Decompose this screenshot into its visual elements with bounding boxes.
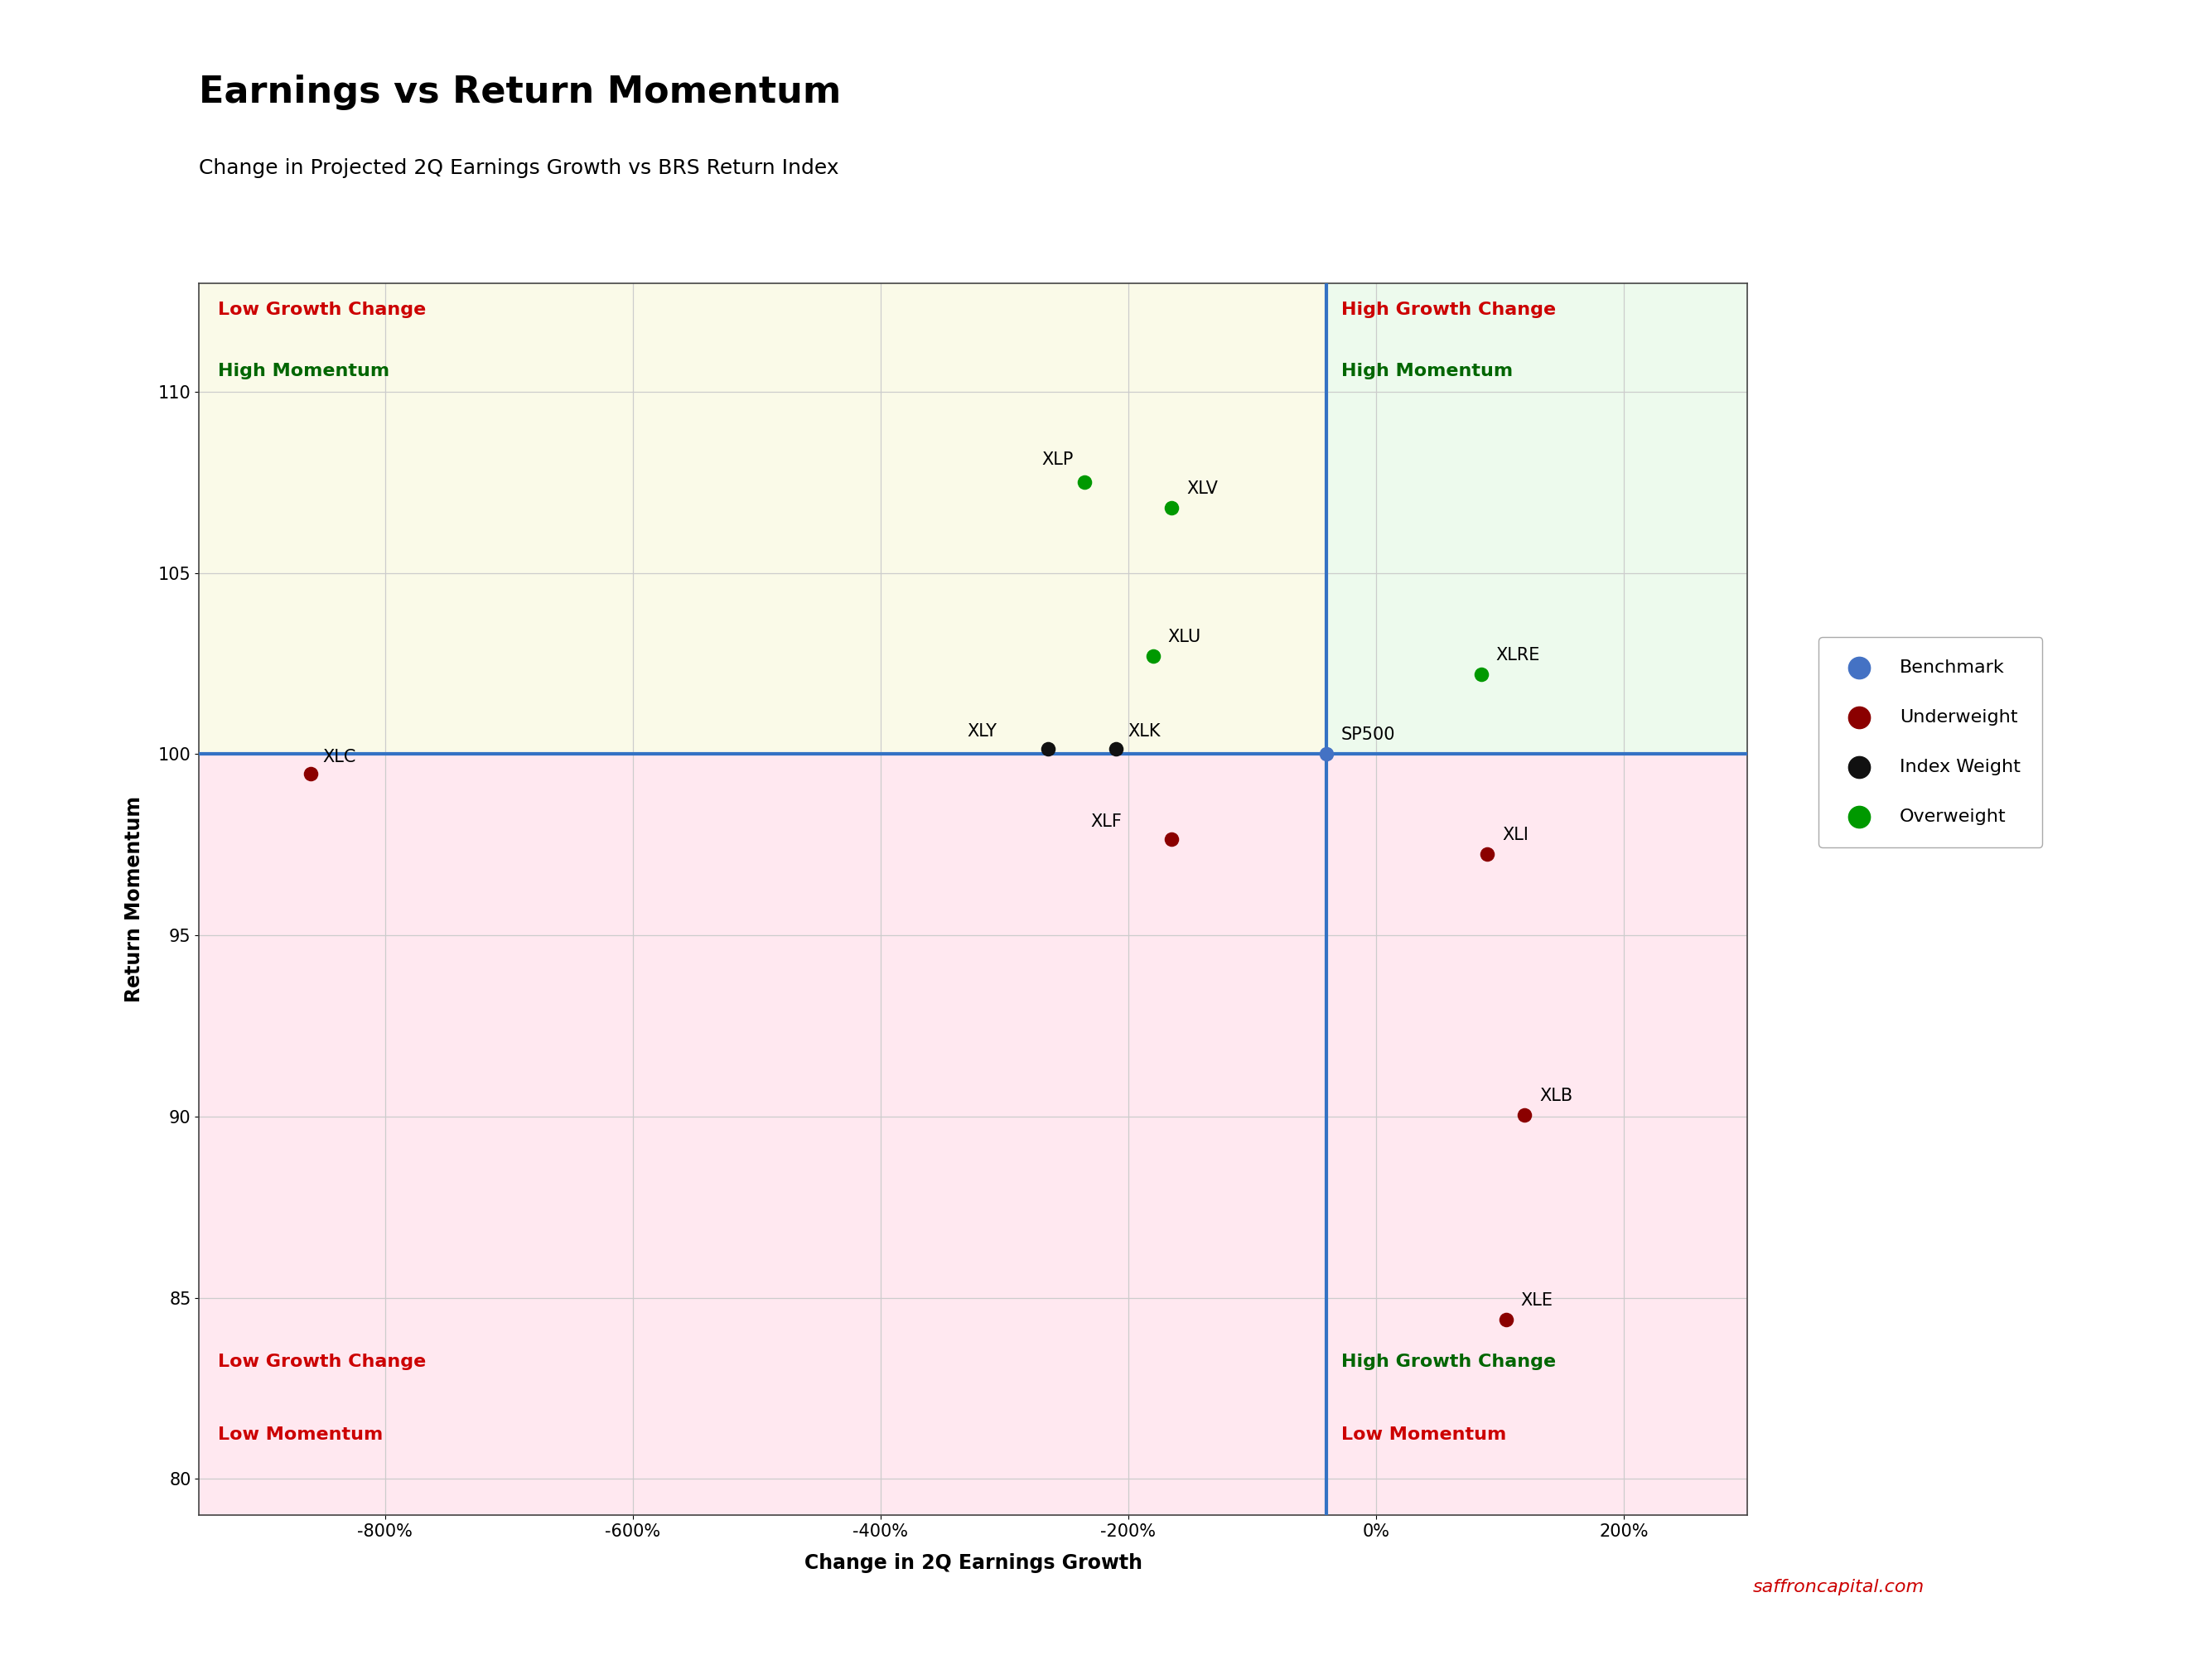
Point [1066,470,1102,496]
Text: XLP: XLP [1042,451,1073,468]
Point [1097,736,1133,763]
Text: XLC: XLC [323,749,356,764]
Text: XLRE: XLRE [1495,648,1540,664]
Point [1031,736,1066,763]
Text: High Momentum: High Momentum [1340,363,1513,380]
Text: XLE: XLE [1522,1292,1553,1309]
Text: Earnings vs Return Momentum: Earnings vs Return Momentum [199,75,841,110]
Text: saffroncapital.com: saffroncapital.com [1752,1578,1924,1595]
Text: XLI: XLI [1502,826,1528,842]
Text: Low Momentum: Low Momentum [1340,1427,1506,1442]
Text: XLF: XLF [1091,814,1121,831]
Point [1469,841,1504,867]
Point [1506,1102,1542,1129]
Text: Low Growth Change: Low Growth Change [217,1354,427,1370]
Text: Low Growth Change: Low Growth Change [217,301,427,318]
Text: High Growth Change: High Growth Change [1340,1354,1555,1370]
Point [1155,495,1190,521]
Text: SP500: SP500 [1340,726,1396,743]
Text: XLV: XLV [1186,480,1219,496]
Point [1489,1305,1524,1332]
Point [1464,661,1500,688]
X-axis label: Change in 2Q Earnings Growth: Change in 2Q Earnings Growth [805,1553,1141,1573]
Point [1135,643,1170,669]
Point [292,761,327,788]
Text: XLB: XLB [1540,1087,1573,1104]
Y-axis label: Return Momentum: Return Momentum [124,796,144,1002]
Text: XLK: XLK [1128,723,1161,739]
Point [1155,826,1190,852]
Text: High Growth Change: High Growth Change [1340,301,1555,318]
Legend: Benchmark, Underweight, Index Weight, Overweight: Benchmark, Underweight, Index Weight, Ov… [1818,638,2042,847]
Text: Change in Projected 2Q Earnings Growth vs BRS Return Index: Change in Projected 2Q Earnings Growth v… [199,158,838,178]
Point [1310,741,1345,768]
Text: Low Momentum: Low Momentum [217,1427,383,1442]
Text: XLY: XLY [967,723,998,739]
Text: XLU: XLU [1168,629,1201,646]
Text: High Momentum: High Momentum [217,363,389,380]
